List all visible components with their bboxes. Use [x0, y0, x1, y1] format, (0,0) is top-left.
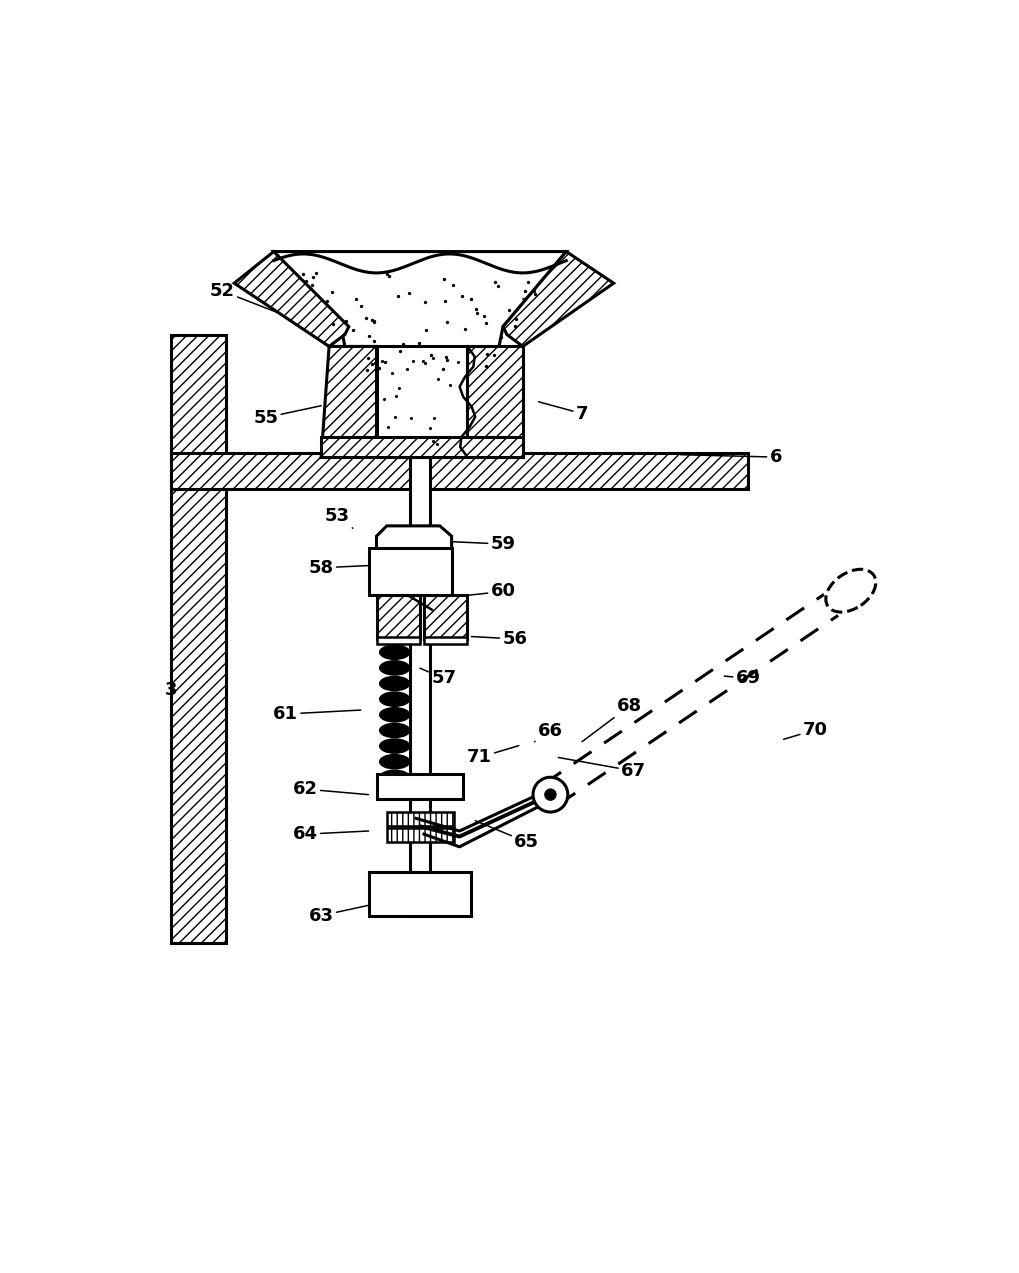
Text: 3: 3 — [164, 681, 177, 699]
Bar — [376, 636, 420, 644]
Text: 59: 59 — [451, 535, 515, 552]
Text: 63: 63 — [309, 905, 368, 924]
Text: 64: 64 — [292, 825, 368, 843]
Bar — [376, 774, 463, 799]
Text: 53: 53 — [324, 508, 353, 528]
Polygon shape — [376, 526, 451, 558]
Text: 6: 6 — [681, 448, 782, 466]
Text: 50: 50 — [522, 274, 594, 299]
Text: 66: 66 — [534, 722, 562, 742]
Polygon shape — [321, 346, 376, 457]
Bar — [321, 438, 523, 457]
Text: 62: 62 — [292, 780, 368, 798]
Text: 60: 60 — [451, 583, 515, 601]
Bar — [386, 827, 453, 841]
Ellipse shape — [379, 693, 410, 707]
Circle shape — [533, 778, 568, 812]
Ellipse shape — [379, 755, 410, 769]
Bar — [424, 636, 467, 644]
Text: 55: 55 — [253, 406, 321, 426]
Text: 67: 67 — [557, 757, 645, 780]
Ellipse shape — [825, 569, 875, 612]
Text: 52: 52 — [210, 283, 293, 318]
Text: 56: 56 — [471, 630, 527, 648]
Bar — [410, 457, 429, 915]
Text: 68: 68 — [582, 698, 641, 742]
Text: 57: 57 — [420, 668, 455, 687]
Bar — [376, 596, 420, 639]
Polygon shape — [234, 252, 348, 346]
Text: 65: 65 — [475, 821, 539, 852]
Ellipse shape — [379, 708, 410, 722]
Bar — [424, 596, 467, 639]
Ellipse shape — [379, 738, 410, 754]
Polygon shape — [376, 346, 467, 457]
Polygon shape — [502, 252, 613, 346]
Bar — [171, 335, 226, 943]
Circle shape — [544, 789, 555, 801]
Bar — [386, 812, 453, 826]
Text: 7: 7 — [538, 402, 588, 423]
Text: 70: 70 — [783, 721, 827, 740]
Bar — [368, 872, 471, 915]
Ellipse shape — [379, 645, 410, 659]
Bar — [368, 547, 451, 596]
Ellipse shape — [379, 661, 410, 675]
Bar — [171, 453, 747, 489]
Polygon shape — [467, 346, 522, 457]
Ellipse shape — [379, 770, 410, 784]
Polygon shape — [273, 252, 566, 383]
Ellipse shape — [379, 676, 410, 691]
Text: 71: 71 — [467, 746, 519, 766]
Text: 58: 58 — [309, 559, 372, 577]
Ellipse shape — [379, 723, 410, 737]
Text: 69: 69 — [723, 670, 760, 687]
Text: 61: 61 — [273, 705, 361, 723]
